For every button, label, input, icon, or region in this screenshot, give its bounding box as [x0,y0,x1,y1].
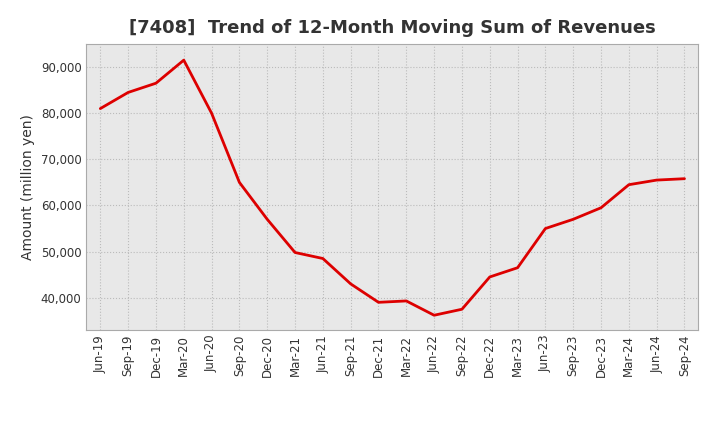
Title: [7408]  Trend of 12-Month Moving Sum of Revenues: [7408] Trend of 12-Month Moving Sum of R… [129,19,656,37]
Y-axis label: Amount (million yen): Amount (million yen) [21,114,35,260]
